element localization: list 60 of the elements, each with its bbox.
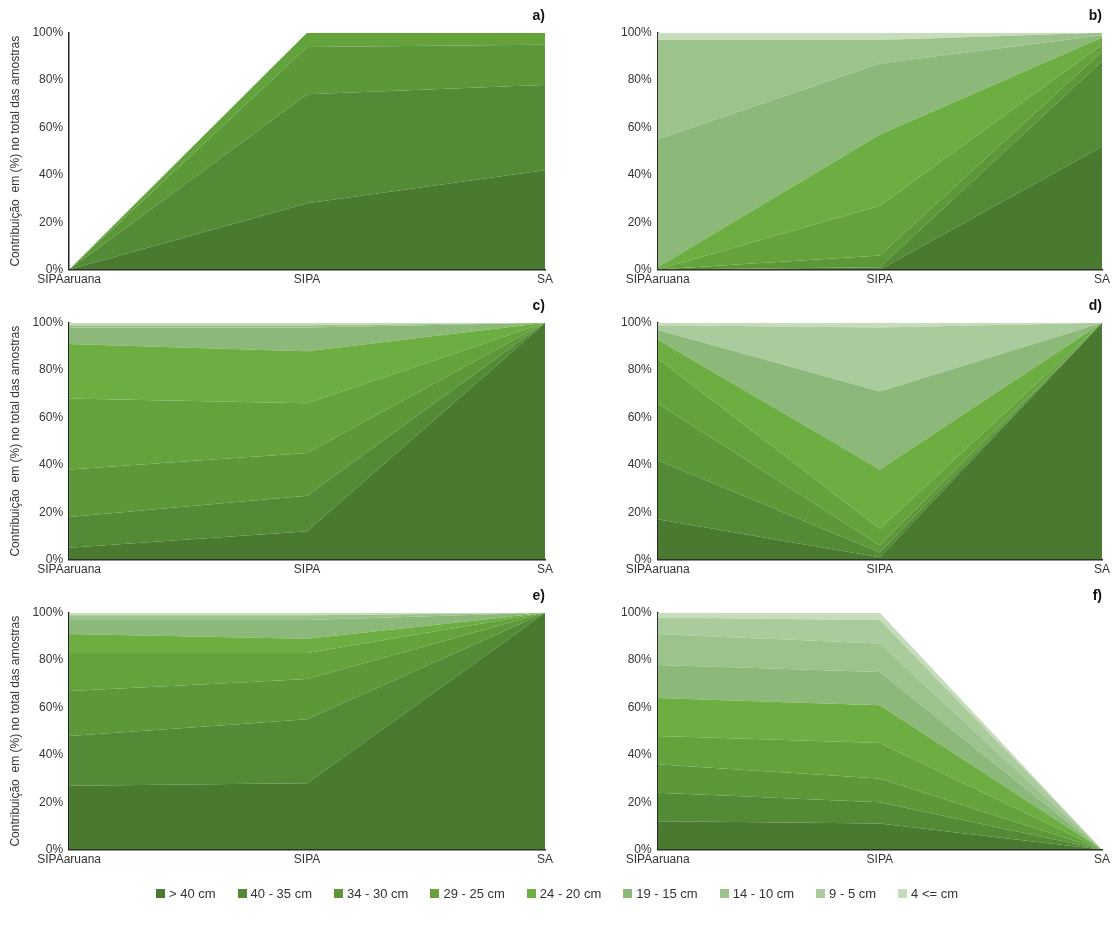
- y-tick-label: 20%: [39, 794, 64, 809]
- legend-label: 9 - 5 cm: [829, 886, 877, 901]
- y-tick-label: 80%: [39, 362, 64, 377]
- y-tick-label: 20%: [39, 504, 64, 519]
- y-tick-label: 80%: [627, 362, 653, 377]
- legend-label: 14 - 10 cm: [732, 886, 795, 901]
- y-tick-label: 100%: [32, 605, 64, 620]
- y-tick-label: 100%: [32, 25, 64, 40]
- y-tick-label: 60%: [39, 409, 64, 424]
- y-tick-label: 100%: [620, 605, 653, 620]
- y-tick-label: 20%: [39, 214, 64, 229]
- x-tick-label: SA: [536, 562, 554, 577]
- legend-label: 19 - 15 cm: [636, 886, 698, 901]
- y-tick-label: 20%: [627, 214, 653, 229]
- y-tick-label: 40%: [627, 167, 653, 182]
- legend-label: 29 - 25 cm: [443, 886, 505, 901]
- y-tick-label: 40%: [39, 747, 64, 762]
- y-tick-label: 40%: [39, 167, 64, 182]
- chart-title: a): [532, 7, 545, 24]
- chart-title: c): [532, 297, 545, 314]
- y-tick-label: 40%: [627, 457, 653, 472]
- y-tick-label: 60%: [39, 119, 64, 134]
- chart-title: b): [1088, 7, 1102, 24]
- y-tick-label: 40%: [627, 747, 653, 762]
- y-tick-label: 100%: [620, 25, 653, 40]
- x-tick-label: SIPA: [293, 272, 321, 287]
- y-tick-label: 60%: [627, 119, 653, 134]
- legend-label: 4 <= cm: [911, 886, 959, 901]
- x-tick-label: SIPA: [866, 852, 894, 867]
- x-tick-label: SIPA: [293, 562, 321, 577]
- y-tick-label: 40%: [39, 457, 64, 472]
- y-tick-label: 80%: [39, 652, 64, 667]
- x-tick-label: SIPA: [866, 562, 894, 577]
- legend-label: 24 - 20 cm: [539, 886, 602, 901]
- y-tick-label: 20%: [627, 794, 653, 809]
- y-tick-label: 80%: [627, 72, 653, 87]
- y-tick-label: 20%: [627, 504, 653, 519]
- legend-label: 34 - 30 cm: [346, 886, 409, 901]
- y-tick-label: 80%: [39, 72, 64, 87]
- x-tick-label: SA: [536, 852, 554, 867]
- y-axis-title: Contribuição em (%) no total das amostras: [7, 35, 22, 267]
- y-tick-label: 100%: [620, 315, 653, 330]
- chart-title: e): [532, 587, 545, 604]
- x-tick-label: SA: [1093, 272, 1111, 287]
- y-tick-label: 60%: [39, 699, 64, 714]
- y-tick-label: 60%: [627, 699, 653, 714]
- x-tick-label: SA: [536, 272, 554, 287]
- x-tick-label: SIPA: [293, 852, 321, 867]
- y-tick-label: 100%: [32, 315, 64, 330]
- chart-title: d): [1088, 297, 1102, 314]
- y-axis-title: Contribuição em (%) no total das amostras: [7, 615, 22, 847]
- legend-label: > 40 cm: [168, 886, 216, 901]
- legend-label: 40 - 35 cm: [250, 886, 312, 901]
- chart-title: f): [1092, 587, 1102, 604]
- y-axis-title: Contribuição em (%) no total das amostras: [7, 325, 22, 557]
- y-tick-label: 60%: [627, 409, 653, 424]
- x-tick-label: SIPA: [866, 272, 894, 287]
- y-tick-label: 80%: [627, 652, 653, 667]
- x-tick-label: SA: [1093, 852, 1111, 867]
- x-tick-label: SA: [1093, 562, 1111, 577]
